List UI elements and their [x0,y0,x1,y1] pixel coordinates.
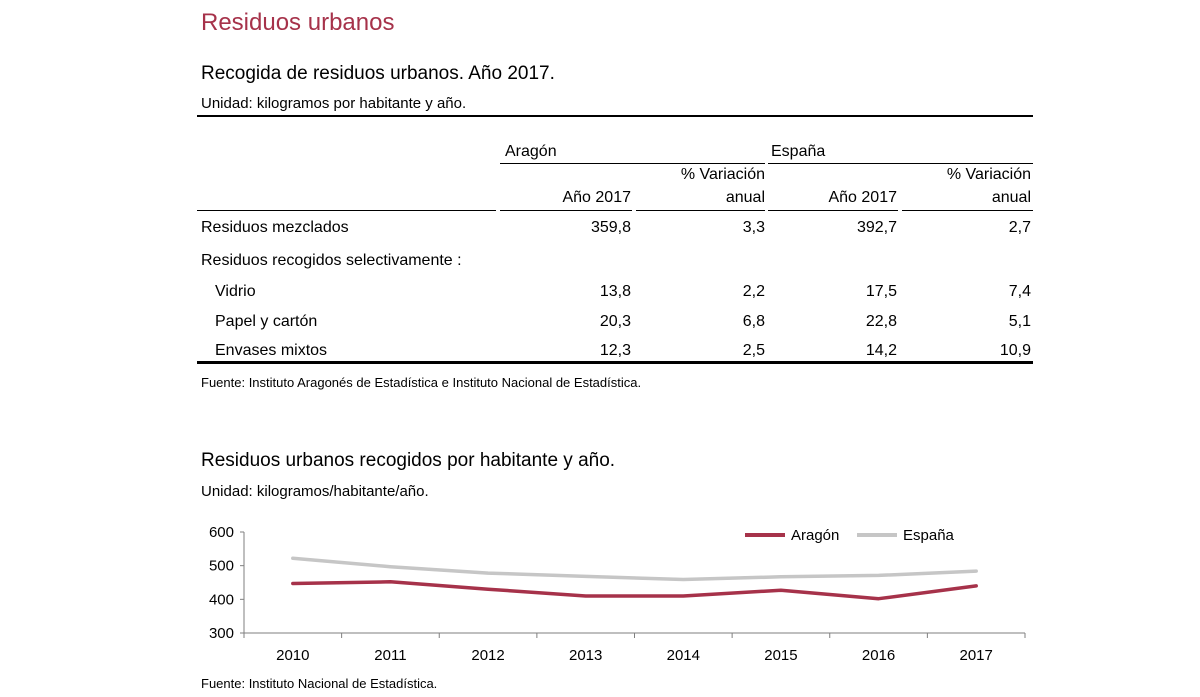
row-label: Papel y cartón [215,313,318,330]
chart-legend: Aragón España [745,527,955,544]
cell-value: 12,3 [599,342,631,359]
cell-value: 2,5 [742,342,765,359]
group-rule-aragon [500,163,765,164]
y-tick-label: 300 [209,625,234,642]
x-tick-label: 2011 [374,647,406,664]
cell-value: 10,9 [999,342,1031,359]
col-header-aragon-var2: anual [725,189,765,206]
group-header-espana: España [771,143,826,160]
cell-value: 14,2 [865,342,897,359]
x-axis: 2010 2011 2012 2013 2014 2015 2016 2017 [243,632,1026,664]
cell-value: 5,1 [1008,313,1031,330]
y-tick-label: 600 [209,524,234,541]
legend-label: Aragón [791,527,839,544]
header-rule-label [197,210,496,211]
series-line [291,580,978,601]
cell-value: 17,5 [865,283,897,300]
col-header-aragon-var1: % Variación [680,166,765,183]
header-rule-c1 [500,210,632,211]
cell-value: 13,8 [599,283,631,300]
row-label: Residuos recogidos selectivamente : [201,252,462,269]
header-rule-c3 [768,210,898,211]
y-tick-label: 500 [209,558,234,575]
legend-label: España [903,527,955,544]
cell-value: 359,8 [590,219,631,236]
table-title: Recogida de residuos urbanos. Año 2017. [201,63,555,84]
series-line [291,556,978,582]
col-header-espana-year: Año 2017 [828,189,897,206]
header-rule-c4 [902,210,1033,211]
cell-value: 392,7 [856,219,897,236]
y-tick-label: 400 [209,591,234,608]
section-title: Residuos urbanos [201,9,395,36]
series-layer [291,556,978,601]
table-bottom-rule [197,361,1033,364]
cell-value: 2,7 [1008,219,1031,236]
header-rule-c2 [636,210,765,211]
cell-value: 2,2 [742,283,765,300]
row-label: Envases mixtos [215,342,328,359]
x-tick-label: 2013 [569,647,602,664]
x-tick-label: 2014 [667,647,700,664]
chart-unit: Unidad: kilogramos/habitante/año. [201,483,429,500]
x-tick-label: 2016 [862,647,895,664]
row-label: Vidrio [215,283,256,300]
cell-value: 20,3 [599,313,631,330]
cell-value: 22,8 [865,313,897,330]
chart-source: Fuente: Instituto Nacional de Estadístic… [201,676,438,691]
x-tick-label: 2012 [471,647,504,664]
cell-value: 3,3 [742,219,765,236]
col-header-espana-var1: % Variación [946,166,1031,183]
col-header-aragon-year: Año 2017 [562,189,631,206]
y-axis: 600 500 400 300 [209,524,245,642]
row-label: Residuos mezclados [201,219,349,236]
col-header-espana-var2: anual [991,189,1031,206]
x-tick-label: 2017 [960,647,993,664]
table-unit: Unidad: kilogramos por habitante y año. [201,95,467,112]
x-tick-label: 2010 [276,647,309,664]
chart-title: Residuos urbanos recogidos por habitante… [201,450,616,471]
table-source: Fuente: Instituto Aragonés de Estadístic… [201,375,642,390]
group-rule-espana [768,163,1033,164]
cell-value: 6,8 [742,313,765,330]
x-tick-label: 2015 [764,647,797,664]
group-header-aragon: Aragón [505,143,557,160]
cell-value: 7,4 [1008,283,1031,300]
table-top-rule [197,115,1033,117]
